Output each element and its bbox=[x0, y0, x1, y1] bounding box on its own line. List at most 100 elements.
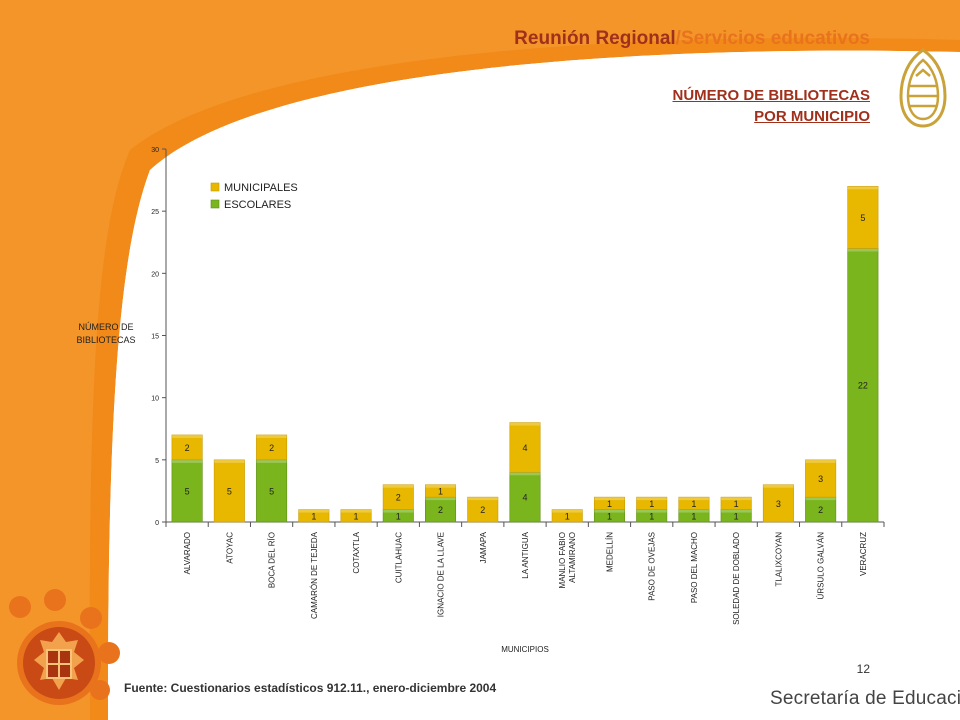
data-label: 2 bbox=[185, 443, 190, 453]
data-label: 4 bbox=[522, 493, 527, 503]
bar-highlight bbox=[847, 186, 879, 190]
x-tick-label: TLALIXCOYAN bbox=[774, 532, 783, 587]
bar-escolares bbox=[805, 496, 837, 523]
bar-highlight bbox=[805, 459, 836, 463]
y-tick-label: 15 bbox=[151, 334, 159, 341]
data-label: 1 bbox=[734, 511, 739, 521]
data-label: 1 bbox=[691, 499, 696, 509]
bar-municipales bbox=[171, 434, 203, 461]
x-tick-label: VERACRUZ bbox=[859, 532, 868, 576]
white-panel bbox=[108, 50, 960, 720]
decor-dot bbox=[44, 589, 66, 611]
x-axis-label: MUNICIPIOS bbox=[501, 645, 549, 654]
education-secretariat-logo-icon bbox=[899, 48, 947, 128]
source-note: Fuente: Cuestionarios estadísticos 912.1… bbox=[124, 681, 497, 695]
data-label: 1 bbox=[649, 499, 654, 509]
chart-title-line1: NÚMERO DE BIBLIOTECAS bbox=[672, 87, 870, 104]
data-label: 1 bbox=[438, 486, 443, 496]
bar-municipales bbox=[425, 484, 457, 498]
x-tick-label: ATOYAC bbox=[225, 532, 234, 564]
bar-highlight bbox=[298, 509, 330, 513]
bar-highlight bbox=[636, 509, 667, 513]
bar-highlight bbox=[805, 497, 836, 501]
data-label: 1 bbox=[649, 511, 654, 521]
y-tick-label: 30 bbox=[151, 147, 159, 154]
chart-title-line2: POR MUNICIPIO bbox=[754, 108, 870, 125]
bar-municipales bbox=[467, 496, 499, 523]
decor-dot bbox=[9, 596, 31, 618]
bar-highlight bbox=[552, 509, 583, 513]
x-tick-label: PASO DEL MACHO bbox=[690, 532, 699, 603]
bar-highlight bbox=[509, 422, 541, 426]
y-tick-label: 5 bbox=[155, 458, 159, 465]
bar-highlight bbox=[636, 497, 667, 501]
bar-escolares bbox=[171, 459, 203, 523]
bar-municipales bbox=[805, 459, 837, 498]
data-label: 1 bbox=[311, 511, 316, 521]
bar-municipales bbox=[213, 459, 245, 523]
data-label: 1 bbox=[354, 511, 359, 521]
y-tick-label: 0 bbox=[155, 520, 159, 527]
x-tick-label: MEDELLÍN bbox=[605, 532, 614, 572]
data-label: 1 bbox=[607, 511, 612, 521]
bar-municipales bbox=[256, 434, 288, 461]
data-label: 4 bbox=[522, 443, 527, 453]
bar-highlight bbox=[171, 459, 203, 463]
bar-highlight bbox=[256, 459, 287, 463]
veracruz-coat-of-arms-icon bbox=[17, 621, 101, 705]
bar-municipales bbox=[382, 484, 414, 510]
data-label: 3 bbox=[776, 499, 781, 509]
bar-highlight bbox=[256, 434, 287, 438]
x-tick-label: JAMAPA bbox=[479, 531, 488, 563]
y-tick-label: 20 bbox=[151, 271, 159, 278]
legend-swatch-municipales bbox=[210, 182, 220, 192]
bar-municipales bbox=[593, 496, 625, 510]
bar-highlight bbox=[594, 509, 625, 513]
header-title-main: Reunión Regional bbox=[514, 28, 676, 49]
bar-escolares bbox=[847, 248, 879, 523]
bar-municipales bbox=[847, 186, 879, 249]
x-tick-label: PASO DE OVEJAS bbox=[648, 532, 657, 601]
y-tick-label: 10 bbox=[151, 396, 159, 403]
x-tick-label: COTAXTLA bbox=[352, 531, 361, 573]
legend-label: MUNICIPALES bbox=[224, 182, 298, 194]
decor-dot bbox=[98, 642, 120, 664]
data-label: 2 bbox=[480, 505, 485, 515]
y-axis-label: BIBLIOTECAS bbox=[76, 335, 135, 345]
bar-highlight bbox=[847, 248, 879, 252]
bar-highlight bbox=[720, 497, 752, 501]
legend-swatch-escolares bbox=[210, 199, 220, 209]
brand-name: Secretaría de Educación bbox=[770, 688, 960, 709]
bar-highlight bbox=[720, 509, 752, 513]
bar-municipales bbox=[678, 496, 710, 510]
decor-dot bbox=[90, 680, 110, 700]
header-title: Reunión Regional/Servicios educativos bbox=[514, 28, 870, 50]
x-tick-label: CUITLAHUAC bbox=[394, 532, 403, 583]
bar-municipales bbox=[298, 509, 330, 523]
bar-highlight bbox=[171, 434, 203, 438]
bar-escolares bbox=[509, 471, 541, 523]
bar-municipales bbox=[762, 484, 794, 523]
x-tick-label: BOCA DEL RÍO bbox=[268, 532, 277, 588]
x-tick-label: SOLEDAD DE DOBLADO bbox=[732, 532, 741, 625]
data-label: 5 bbox=[185, 486, 190, 496]
bar-municipales bbox=[720, 496, 752, 510]
data-label: 1 bbox=[607, 499, 612, 509]
data-label: 2 bbox=[396, 493, 401, 503]
x-tick-label: IGNACIO DE LA LLAVE bbox=[437, 532, 446, 617]
data-label: 2 bbox=[438, 505, 443, 515]
bar-municipales bbox=[551, 509, 583, 523]
data-label: 5 bbox=[227, 486, 232, 496]
bar-highlight bbox=[467, 497, 498, 501]
data-label: 1 bbox=[396, 511, 401, 521]
bar-highlight bbox=[425, 497, 456, 501]
header-title-separator: / bbox=[675, 28, 681, 49]
bar-municipales bbox=[509, 422, 541, 473]
bar-escolares bbox=[425, 496, 457, 523]
x-tick-label: ÚRSULO GALVÁN bbox=[817, 532, 826, 600]
data-label: 1 bbox=[565, 511, 570, 521]
data-label: 5 bbox=[269, 486, 274, 496]
